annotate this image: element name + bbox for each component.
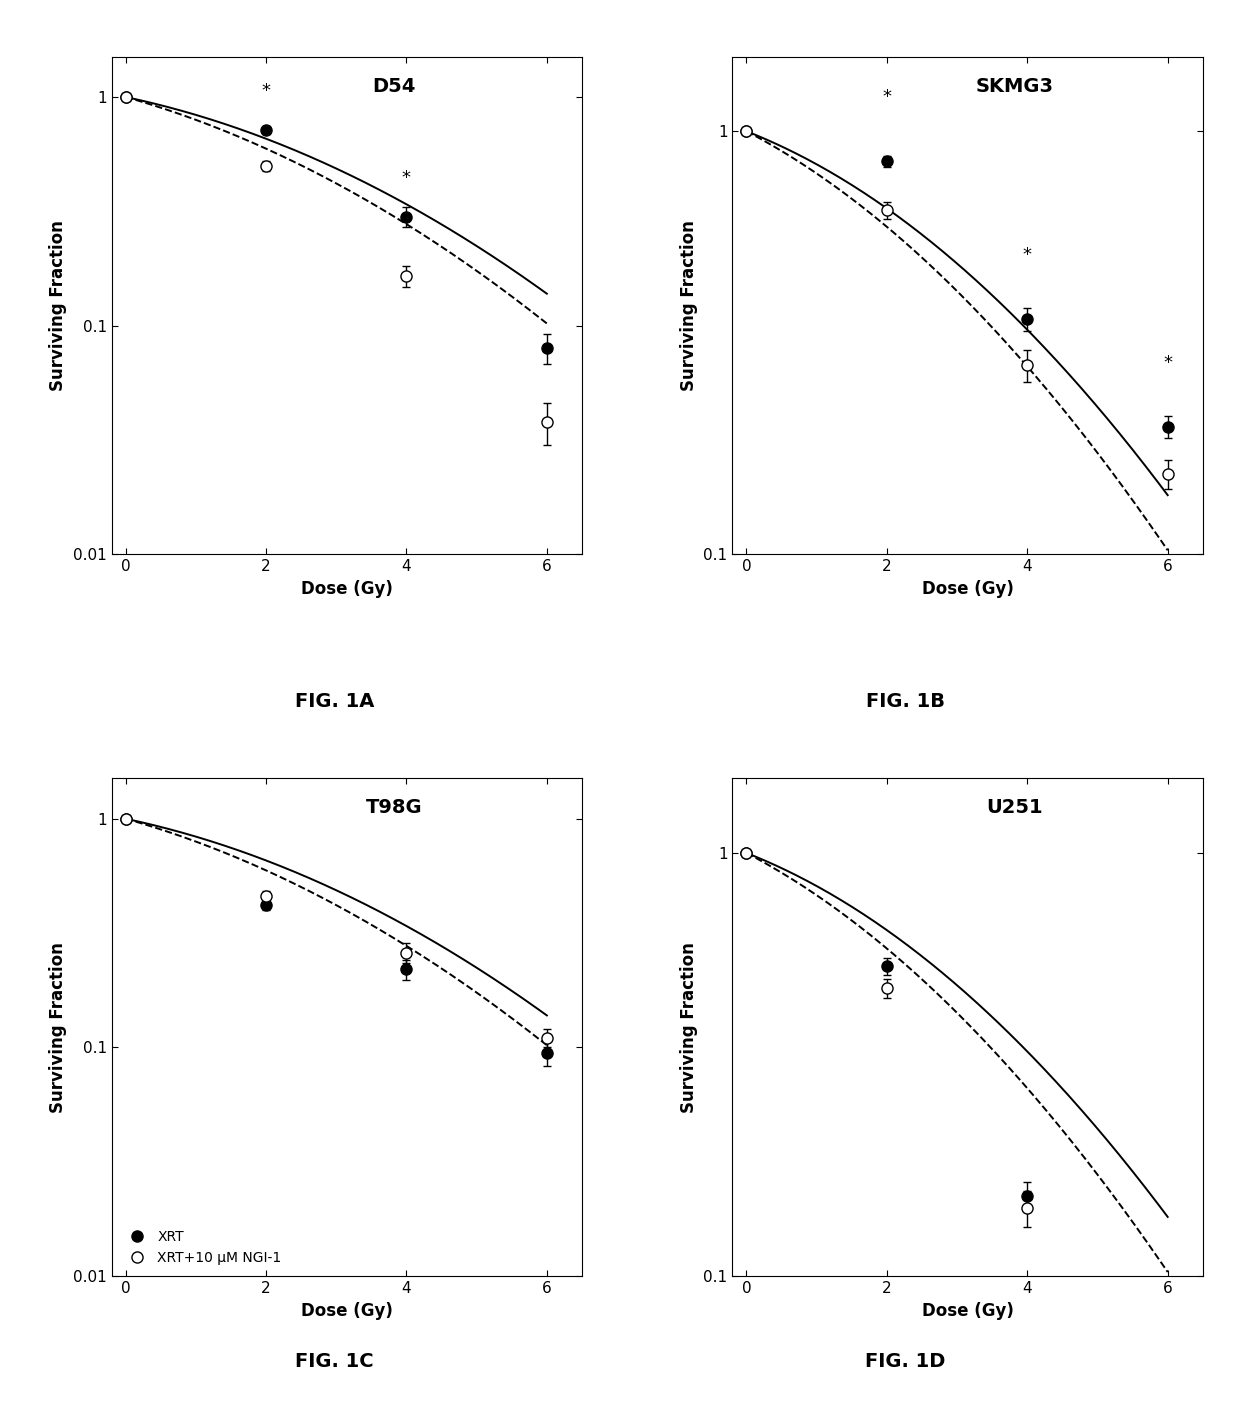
X-axis label: Dose (Gy): Dose (Gy) <box>301 580 393 598</box>
Y-axis label: Surviving Fraction: Surviving Fraction <box>50 942 67 1113</box>
Y-axis label: Surviving Fraction: Surviving Fraction <box>50 220 67 391</box>
Y-axis label: Surviving Fraction: Surviving Fraction <box>680 220 698 391</box>
Text: FIG. 1C: FIG. 1C <box>295 1351 374 1371</box>
Text: SKMG3: SKMG3 <box>976 77 1054 95</box>
Text: *: * <box>1023 245 1032 264</box>
Text: *: * <box>262 82 270 99</box>
Text: FIG. 1B: FIG. 1B <box>866 692 945 712</box>
X-axis label: Dose (Gy): Dose (Gy) <box>301 1302 393 1320</box>
Text: *: * <box>883 88 892 106</box>
Text: FIG. 1A: FIG. 1A <box>295 692 374 712</box>
Text: U251: U251 <box>986 798 1043 817</box>
X-axis label: Dose (Gy): Dose (Gy) <box>921 580 1013 598</box>
Text: T98G: T98G <box>366 798 422 817</box>
Text: D54: D54 <box>372 77 415 95</box>
Text: FIG. 1D: FIG. 1D <box>866 1351 945 1371</box>
Legend: XRT, XRT+10 μM NGI-1: XRT, XRT+10 μM NGI-1 <box>119 1227 286 1269</box>
Text: *: * <box>1163 354 1172 372</box>
Text: *: * <box>402 169 410 187</box>
X-axis label: Dose (Gy): Dose (Gy) <box>921 1302 1013 1320</box>
Y-axis label: Surviving Fraction: Surviving Fraction <box>680 942 698 1113</box>
